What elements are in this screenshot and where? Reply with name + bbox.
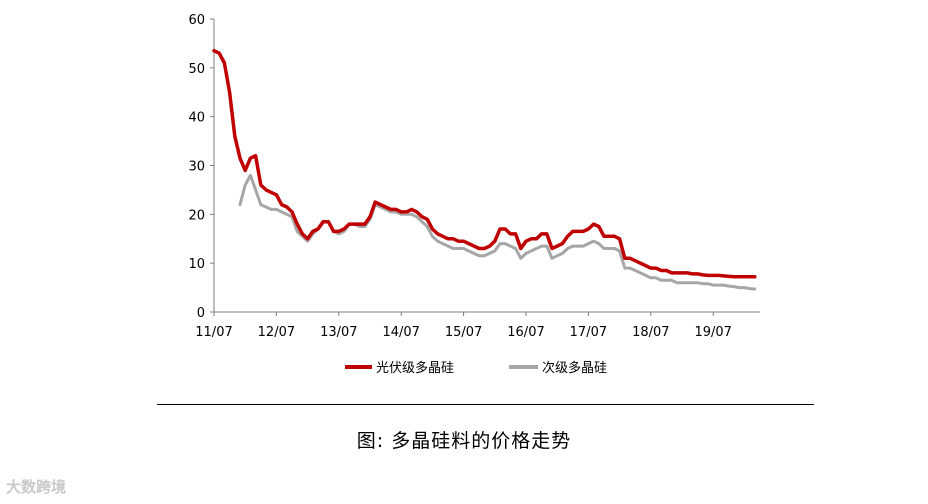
y-tick-label: 60 (188, 13, 205, 28)
figure-caption: 图: 多晶硅料的价格走势 (356, 430, 572, 452)
x-tick-label: 19/07 (694, 325, 731, 340)
watermark-logo: 大数跨境 (6, 478, 67, 496)
legend-label-series-1: 光伏级多晶硅 (376, 360, 454, 376)
legend: 光伏级多晶硅 次级多晶硅 (345, 360, 607, 376)
y-tick-label: 50 (188, 62, 205, 77)
y-tick-label: 20 (188, 208, 205, 223)
y-tick-label: 40 (188, 111, 205, 126)
x-tick-label: 17/07 (570, 325, 607, 340)
x-tick-label: 13/07 (320, 325, 357, 340)
y-tick-label: 10 (188, 257, 205, 272)
x-tick-label: 16/07 (507, 325, 544, 340)
divider-line (157, 404, 814, 405)
legend-label-series-2: 次级多晶硅 (542, 360, 607, 376)
series-line-1 (212, 48, 757, 279)
x-tick-label: 18/07 (632, 325, 669, 340)
y-tick-label: 30 (188, 160, 205, 175)
x-tick-label: 12/07 (258, 325, 295, 340)
series-lines (212, 48, 757, 291)
y-axis-ticks: 0 10 20 30 40 50 60 (188, 13, 214, 321)
x-tick-label: 15/07 (445, 325, 482, 340)
y-tick-label: 0 (197, 306, 205, 321)
x-tick-label: 14/07 (382, 325, 419, 340)
x-axis-ticks: 11/07 12/07 13/07 14/07 15/07 16/07 17/07 18/07… (195, 312, 732, 340)
x-tick-label: 11/07 (195, 325, 232, 340)
